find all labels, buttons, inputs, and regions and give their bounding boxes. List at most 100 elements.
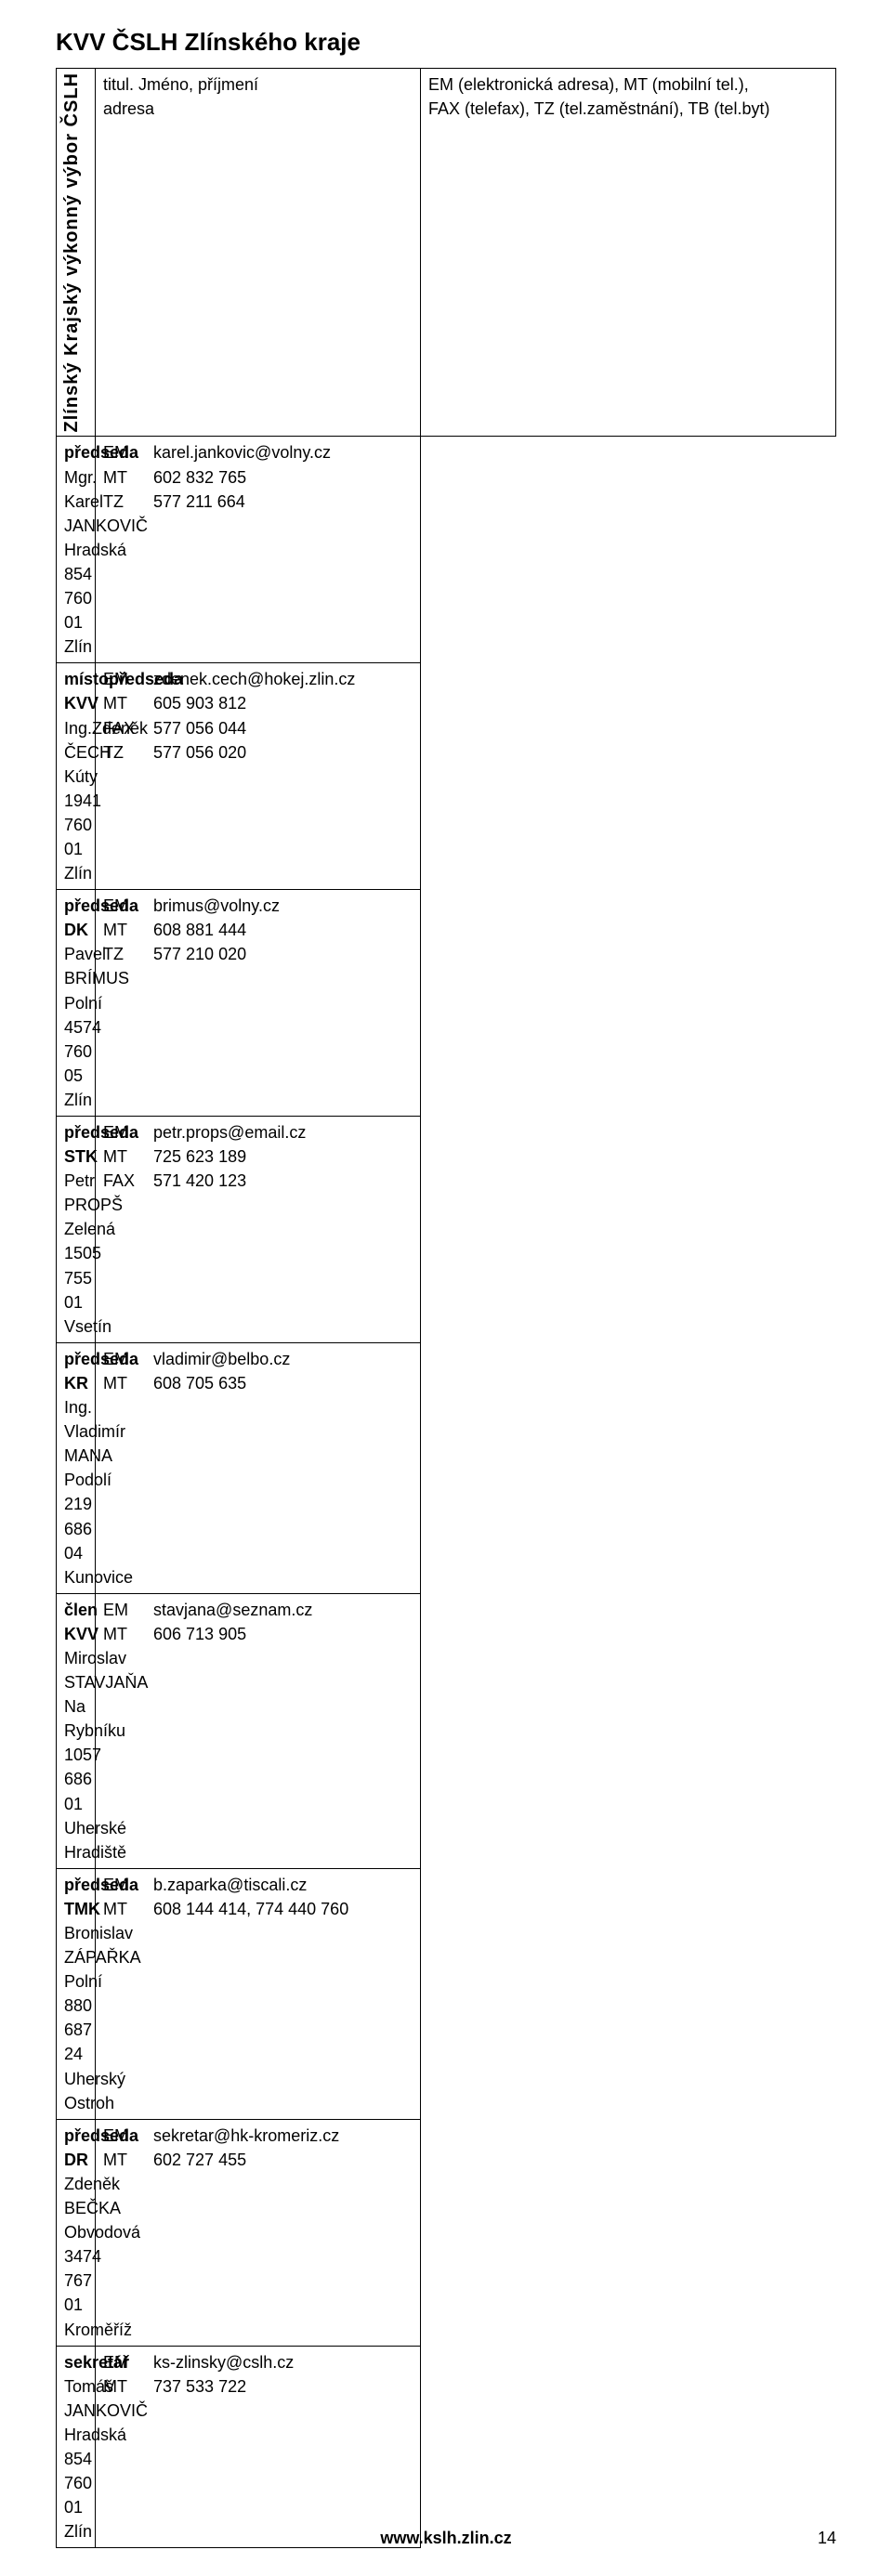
contact-line: MT602 832 765 xyxy=(103,465,413,490)
person-cell: místopředseda KVVIng.Zdeněk ČECHKúty 194… xyxy=(57,663,96,890)
role-label: předseda KR xyxy=(64,1347,87,1395)
contact-value: stavjana@seznam.cz xyxy=(153,1598,312,1622)
contact-line: EMbrimus@volny.cz xyxy=(103,894,413,918)
contact-type: MT xyxy=(103,465,153,490)
address-line: Bronislav ZÁPAŘKA xyxy=(64,1921,87,1969)
address-line: Zelená 1505 xyxy=(64,1217,87,1265)
contact-value: 571 420 123 xyxy=(153,1169,246,1193)
role-label: člen KVV xyxy=(64,1598,87,1646)
address-line: Petr PROPŠ xyxy=(64,1169,87,1217)
sidebar-cell: Zlínský Krajský výkonný výbor ČSLH xyxy=(57,69,96,437)
contact-type: MT xyxy=(103,2148,153,2172)
contact-line: MT606 713 905 xyxy=(103,1622,413,1646)
contact-value: 602 727 455 xyxy=(153,2148,246,2172)
table-row: předseda STKPetr PROPŠZelená 1505755 01 … xyxy=(57,1117,836,1343)
contact-line: MT608 144 414, 774 440 760 xyxy=(103,1897,413,1921)
address-line: Polní 4574 xyxy=(64,991,87,1040)
contact-line: MT737 533 722 xyxy=(103,2374,413,2399)
table-row: předseda DRZdeněk BEČKAObvodová 3474767 … xyxy=(57,2119,836,2346)
contact-type: EM xyxy=(103,1598,153,1622)
contact-cell: EMstavjana@seznam.czMT606 713 905 xyxy=(96,1593,421,1868)
role-label: předseda TMK xyxy=(64,1873,87,1921)
contact-line: MT725 623 189 xyxy=(103,1144,413,1169)
contact-value: karel.jankovic@volny.cz xyxy=(153,440,331,464)
contact-type: MT xyxy=(103,691,153,715)
table-row: sekretářTomáš JANKOVIČHradská 854760 01 … xyxy=(57,2346,836,2548)
contact-value: 725 623 189 xyxy=(153,1144,246,1169)
contact-type: MT xyxy=(103,918,153,942)
contact-value: ks-zlinsky@cslh.cz xyxy=(153,2350,294,2374)
role-label: předseda STK xyxy=(64,1120,87,1169)
person-cell: sekretářTomáš JANKOVIČHradská 854760 01 … xyxy=(57,2346,96,2548)
contact-cell: EMsekretar@hk-kromeriz.czMT602 727 455 xyxy=(96,2119,421,2346)
address-line: Podolí 219 xyxy=(64,1468,87,1516)
header-right-line: EM (elektronická adresa), MT (mobilní te… xyxy=(428,72,828,97)
contact-value: 737 533 722 xyxy=(153,2374,246,2399)
header-right: EM (elektronická adresa), MT (mobilní te… xyxy=(421,69,836,437)
address-line: Obvodová 3474 xyxy=(64,2220,87,2269)
contact-value: 608 705 635 xyxy=(153,1371,246,1395)
table-row: člen KVVMiroslav STAVJAŇANa Rybníku 1057… xyxy=(57,1593,836,1868)
contact-value: brimus@volny.cz xyxy=(153,894,280,918)
contact-value: 577 210 020 xyxy=(153,942,246,966)
contact-cell: EMpetr.props@email.czMT725 623 189FAX571… xyxy=(96,1117,421,1343)
contact-line: TZ577 056 020 xyxy=(103,740,413,765)
page-title: KVV ČSLH Zlínského kraje xyxy=(56,28,836,57)
contact-cell: EMzdenek.cech@hokej.zlin.czMT605 903 812… xyxy=(96,663,421,890)
person-cell: předsedaMgr. Karel JANKOVIČHradská 85476… xyxy=(57,437,96,663)
contact-type: EM xyxy=(103,2124,153,2148)
contact-value: zdenek.cech@hokej.zlin.cz xyxy=(153,667,355,691)
person-cell: předseda DRZdeněk BEČKAObvodová 3474767 … xyxy=(57,2119,96,2346)
contact-line: EMkarel.jankovic@volny.cz xyxy=(103,440,413,464)
person-cell: předseda TMKBronislav ZÁPAŘKAPolní 88068… xyxy=(57,1868,96,2119)
address-line: Zdeněk BEČKA xyxy=(64,2172,87,2220)
contact-line: EMvladimir@belbo.cz xyxy=(103,1347,413,1371)
address-line: Hradská 854 xyxy=(64,2423,87,2471)
contact-type: FAX xyxy=(103,716,153,740)
contact-line: EMsekretar@hk-kromeriz.cz xyxy=(103,2124,413,2148)
contact-line: EMpetr.props@email.cz xyxy=(103,1120,413,1144)
header-row: Zlínský Krajský výkonný výbor ČSLH titul… xyxy=(57,69,836,437)
role-label: předseda DK xyxy=(64,894,87,942)
contact-type: EM xyxy=(103,440,153,464)
address-line: 760 05 Zlín xyxy=(64,1040,87,1112)
contact-type: EM xyxy=(103,2350,153,2374)
page-number: 14 xyxy=(818,2529,836,2548)
contact-line: FAX571 420 123 xyxy=(103,1169,413,1193)
contact-value: petr.props@email.cz xyxy=(153,1120,306,1144)
contact-type: MT xyxy=(103,2374,153,2399)
contact-value: 608 881 444 xyxy=(153,918,246,942)
contact-type: MT xyxy=(103,1371,153,1395)
role-label: předseda xyxy=(64,440,87,464)
contact-line: EMstavjana@seznam.cz xyxy=(103,1598,413,1622)
table-row: místopředseda KVVIng.Zdeněk ČECHKúty 194… xyxy=(57,663,836,890)
contact-type: FAX xyxy=(103,1169,153,1193)
address-line: Miroslav STAVJAŇA xyxy=(64,1646,87,1694)
address-line: Kúty 1941 xyxy=(64,765,87,813)
sidebar-label: Zlínský Krajský výkonný výbor ČSLH xyxy=(59,72,85,432)
address-line: 760 01 Zlín xyxy=(64,586,87,659)
contact-type: EM xyxy=(103,667,153,691)
contact-cell: EMbrimus@volny.czMT608 881 444TZ577 210 … xyxy=(96,890,421,1117)
person-cell: předseda DKPavel BRÍMUSPolní 4574760 05 … xyxy=(57,890,96,1117)
address-line: Pavel BRÍMUS xyxy=(64,942,87,990)
person-cell: člen KVVMiroslav STAVJAŇANa Rybníku 1057… xyxy=(57,1593,96,1868)
address-line: 686 04 Kunovice xyxy=(64,1517,87,1589)
contact-value: b.zaparka@tiscali.cz xyxy=(153,1873,307,1897)
contact-type: EM xyxy=(103,1347,153,1371)
header-left-line: titul. Jméno, příjmení xyxy=(103,72,413,97)
contact-value: vladimir@belbo.cz xyxy=(153,1347,290,1371)
contact-type: EM xyxy=(103,1120,153,1144)
person-cell: předseda STKPetr PROPŠZelená 1505755 01 … xyxy=(57,1117,96,1343)
header-left-line: adresa xyxy=(103,97,413,121)
address-line: 687 24 Uherský Ostroh xyxy=(64,2018,87,2114)
person-cell: předseda KRIng. Vladimír MANAPodolí 2196… xyxy=(57,1342,96,1593)
contact-type: MT xyxy=(103,1622,153,1646)
contact-type: MT xyxy=(103,1144,153,1169)
contacts-table: Zlínský Krajský výkonný výbor ČSLH titul… xyxy=(56,68,836,2548)
table-row: předseda TMKBronislav ZÁPAŘKAPolní 88068… xyxy=(57,1868,836,2119)
contact-type: TZ xyxy=(103,490,153,514)
table-row: předseda KRIng. Vladimír MANAPodolí 2196… xyxy=(57,1342,836,1593)
contact-line: MT608 881 444 xyxy=(103,918,413,942)
contact-line: MT608 705 635 xyxy=(103,1371,413,1395)
